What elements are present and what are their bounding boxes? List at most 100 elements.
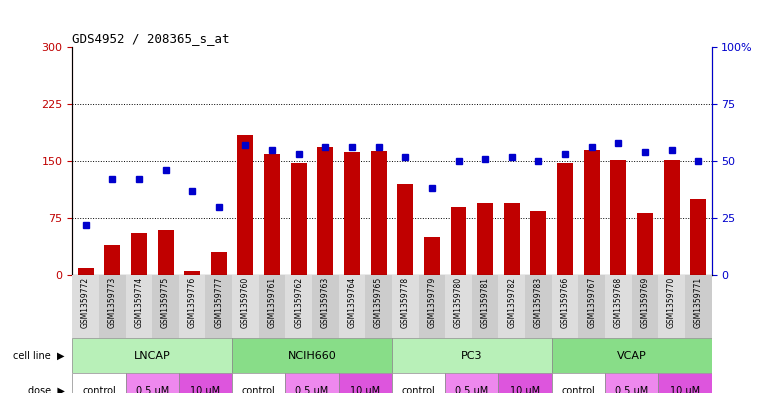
Text: control: control — [82, 386, 116, 393]
Text: dose  ▶: dose ▶ — [28, 386, 65, 393]
Text: GSM1359778: GSM1359778 — [401, 277, 409, 328]
Bar — [664, 160, 680, 275]
Text: control: control — [562, 386, 595, 393]
Text: GDS4952 / 208365_s_at: GDS4952 / 208365_s_at — [72, 31, 230, 44]
Bar — [285, 275, 312, 338]
Text: GSM1359771: GSM1359771 — [694, 277, 702, 328]
Bar — [552, 373, 605, 393]
Bar — [451, 207, 466, 275]
Text: 10 uM: 10 uM — [510, 386, 540, 393]
Bar — [317, 147, 333, 275]
Bar — [232, 373, 285, 393]
Text: GSM1359764: GSM1359764 — [348, 277, 356, 328]
Bar — [264, 154, 280, 275]
Bar — [552, 275, 578, 338]
Bar — [179, 373, 232, 393]
Text: GSM1359780: GSM1359780 — [454, 277, 463, 328]
Text: 10 uM: 10 uM — [670, 386, 700, 393]
Text: 0.5 uM: 0.5 uM — [135, 386, 169, 393]
Bar — [690, 199, 706, 275]
Bar — [637, 213, 653, 275]
Text: NCIH660: NCIH660 — [288, 351, 336, 361]
Bar — [312, 275, 339, 338]
Text: 0.5 uM: 0.5 uM — [615, 386, 648, 393]
Bar — [78, 268, 94, 275]
Bar — [419, 275, 445, 338]
Bar — [605, 373, 658, 393]
Bar — [339, 275, 365, 338]
Bar — [371, 151, 387, 275]
Bar — [126, 275, 152, 338]
Bar — [578, 275, 605, 338]
Bar — [392, 275, 419, 338]
Text: LNCAP: LNCAP — [134, 351, 170, 361]
Bar — [472, 275, 498, 338]
Bar — [232, 338, 392, 373]
Bar — [498, 275, 525, 338]
Text: GSM1359760: GSM1359760 — [241, 277, 250, 328]
Bar — [104, 245, 120, 275]
Text: GSM1359783: GSM1359783 — [534, 277, 543, 328]
Bar — [557, 163, 573, 275]
Bar — [291, 163, 307, 275]
Text: GSM1359774: GSM1359774 — [135, 277, 143, 328]
Text: GSM1359763: GSM1359763 — [321, 277, 330, 328]
Text: GSM1359782: GSM1359782 — [508, 277, 516, 328]
Bar — [658, 373, 712, 393]
Bar — [392, 373, 445, 393]
Text: GSM1359770: GSM1359770 — [667, 277, 676, 328]
Bar — [605, 275, 632, 338]
Bar — [397, 184, 413, 275]
Bar — [237, 134, 253, 275]
Text: GSM1359762: GSM1359762 — [295, 277, 303, 328]
Bar — [584, 150, 600, 275]
Bar — [525, 275, 552, 338]
Text: GSM1359761: GSM1359761 — [268, 277, 276, 328]
Text: GSM1359772: GSM1359772 — [81, 277, 90, 328]
Text: 10 uM: 10 uM — [350, 386, 380, 393]
Bar — [339, 373, 392, 393]
Bar — [392, 338, 552, 373]
Bar — [504, 203, 520, 275]
Bar — [445, 373, 498, 393]
Bar — [179, 275, 205, 338]
Text: GSM1359765: GSM1359765 — [374, 277, 383, 328]
Bar — [285, 373, 339, 393]
Bar — [552, 338, 712, 373]
Text: GSM1359768: GSM1359768 — [614, 277, 622, 328]
Bar — [498, 373, 552, 393]
Text: GSM1359766: GSM1359766 — [561, 277, 569, 328]
Bar — [72, 275, 99, 338]
Text: cell line  ▶: cell line ▶ — [13, 351, 65, 361]
Bar — [344, 152, 360, 275]
Bar — [72, 373, 126, 393]
Bar — [424, 237, 440, 275]
Bar — [477, 203, 493, 275]
Text: GSM1359776: GSM1359776 — [188, 277, 196, 328]
Text: GSM1359779: GSM1359779 — [428, 277, 436, 328]
Text: GSM1359767: GSM1359767 — [587, 277, 596, 328]
Text: control: control — [242, 386, 275, 393]
Bar — [131, 233, 147, 275]
Text: 10 uM: 10 uM — [190, 386, 221, 393]
Bar — [205, 275, 232, 338]
Text: 0.5 uM: 0.5 uM — [455, 386, 489, 393]
Bar — [259, 275, 285, 338]
Text: GSM1359777: GSM1359777 — [215, 277, 223, 328]
Text: GSM1359775: GSM1359775 — [161, 277, 170, 328]
Bar — [72, 338, 232, 373]
Bar — [445, 275, 472, 338]
Bar — [610, 160, 626, 275]
Text: GSM1359773: GSM1359773 — [108, 277, 116, 328]
Bar — [184, 271, 200, 275]
Text: GSM1359781: GSM1359781 — [481, 277, 489, 328]
Text: PC3: PC3 — [461, 351, 482, 361]
Bar — [632, 275, 658, 338]
Bar — [685, 275, 712, 338]
Bar — [152, 275, 179, 338]
Text: 0.5 uM: 0.5 uM — [295, 386, 329, 393]
Bar — [158, 230, 174, 275]
Text: control: control — [402, 386, 435, 393]
Bar — [99, 275, 126, 338]
Bar — [658, 275, 685, 338]
